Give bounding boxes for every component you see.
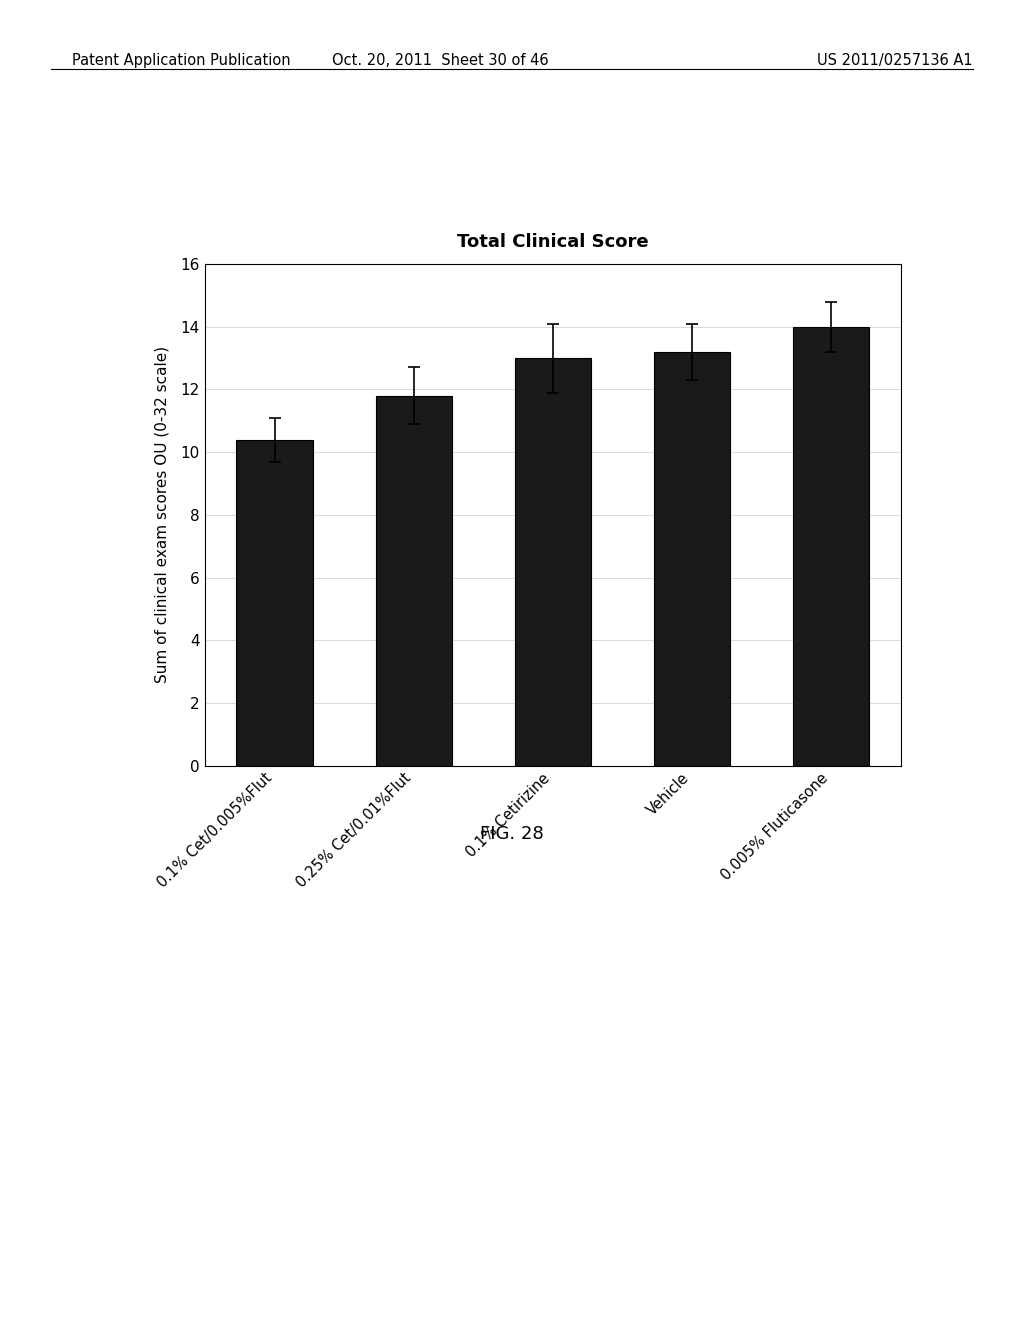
Bar — [654, 351, 730, 766]
Bar — [515, 358, 591, 766]
Title: Total Clinical Score: Total Clinical Score — [457, 234, 649, 251]
Bar — [237, 440, 313, 766]
Text: Patent Application Publication: Patent Application Publication — [72, 53, 291, 67]
Text: FIG. 28: FIG. 28 — [480, 825, 544, 843]
Y-axis label: Sum of clinical exam scores OU (0-32 scale): Sum of clinical exam scores OU (0-32 sca… — [155, 346, 169, 684]
Bar — [793, 327, 869, 766]
Bar — [376, 396, 452, 766]
Text: Oct. 20, 2011  Sheet 30 of 46: Oct. 20, 2011 Sheet 30 of 46 — [332, 53, 549, 67]
Text: US 2011/0257136 A1: US 2011/0257136 A1 — [817, 53, 973, 67]
